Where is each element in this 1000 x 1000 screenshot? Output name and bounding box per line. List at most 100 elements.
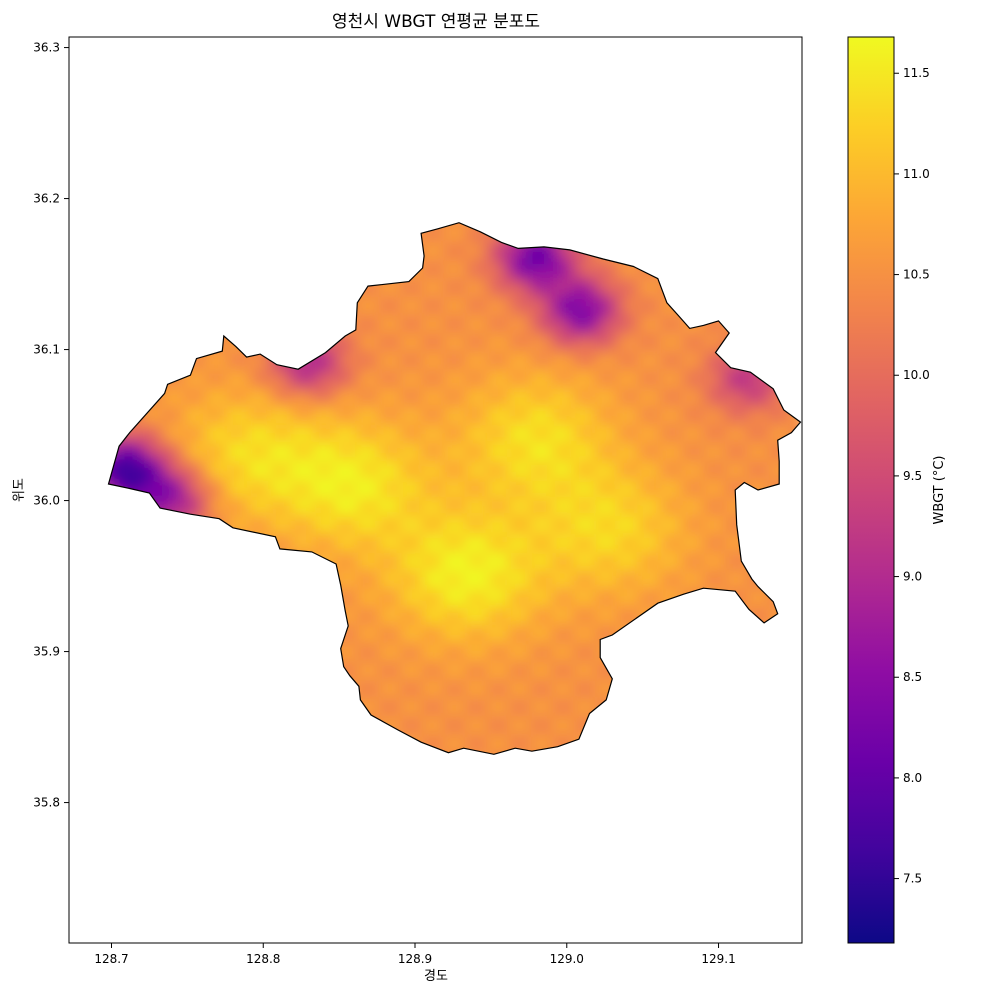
heat-cell	[475, 249, 485, 259]
heat-cell	[411, 409, 421, 419]
heat-cell	[411, 673, 421, 683]
heat-cell	[243, 489, 253, 499]
heat-cell	[115, 449, 125, 459]
heat-cell	[467, 385, 477, 395]
heat-cell	[395, 433, 405, 443]
heat-cell	[403, 553, 413, 563]
heat-cell	[339, 529, 349, 539]
heat-cell	[219, 369, 229, 379]
heat-cell	[243, 497, 253, 507]
heat-cell	[611, 521, 621, 531]
heat-cell	[603, 585, 613, 595]
heat-cell	[467, 337, 477, 347]
heat-cell	[395, 313, 405, 323]
heat-cell	[275, 361, 285, 371]
heat-cell	[483, 489, 493, 499]
heat-cell	[411, 353, 421, 363]
heat-cell	[555, 465, 565, 475]
heat-cell	[467, 505, 477, 515]
heat-cell	[507, 569, 517, 579]
heat-cell	[483, 697, 493, 707]
heat-cell	[411, 273, 421, 283]
heat-cell	[467, 465, 477, 475]
heat-cell	[355, 393, 365, 403]
heat-cell	[451, 369, 461, 379]
heat-cell	[403, 689, 413, 699]
heat-cell	[459, 417, 469, 427]
heat-cell	[531, 625, 541, 635]
heat-cell	[395, 689, 405, 699]
heat-cell	[571, 465, 581, 475]
heat-cell	[123, 457, 133, 467]
heat-cell	[379, 353, 389, 363]
heat-cell	[259, 521, 269, 531]
heat-cell	[515, 617, 525, 627]
heat-cell	[451, 569, 461, 579]
heat-cell	[331, 457, 341, 467]
heat-cell	[523, 713, 533, 723]
heat-cell	[523, 265, 533, 275]
heat-cell	[427, 513, 437, 523]
heat-cell	[395, 705, 405, 715]
heat-cell	[491, 377, 501, 387]
heat-cell	[395, 465, 405, 475]
heat-cell	[515, 481, 525, 491]
heat-cell	[435, 393, 445, 403]
heat-cell	[443, 577, 453, 587]
heat-cell	[515, 249, 525, 259]
heat-cell	[379, 497, 389, 507]
heat-cell	[275, 457, 285, 467]
heat-cell	[379, 569, 389, 579]
heat-cell	[443, 537, 453, 547]
heat-cell	[555, 585, 565, 595]
heat-cell	[547, 321, 557, 331]
heat-cell	[603, 369, 613, 379]
heat-cell	[451, 289, 461, 299]
heat-cell	[603, 561, 613, 571]
heat-cell	[603, 385, 613, 395]
heat-cell	[163, 409, 173, 419]
heat-cell	[395, 649, 405, 659]
heat-cell	[651, 321, 661, 331]
heat-cell	[459, 305, 469, 315]
heat-cell	[203, 497, 213, 507]
heat-cell	[187, 497, 197, 507]
heat-cell	[227, 481, 237, 491]
heat-cell	[531, 337, 541, 347]
heat-cell	[435, 689, 445, 699]
heat-cell	[539, 513, 549, 523]
heat-cell	[379, 585, 389, 595]
heat-cell	[643, 545, 653, 555]
heat-cell	[571, 513, 581, 523]
heat-cell	[395, 545, 405, 555]
heat-cell	[659, 489, 669, 499]
heat-cell	[355, 449, 365, 459]
heat-cell	[243, 473, 253, 483]
heat-cell	[547, 345, 557, 355]
heat-cell	[475, 417, 485, 427]
heat-cell	[563, 529, 573, 539]
heat-cell	[363, 297, 373, 307]
heat-cell	[259, 425, 269, 435]
heat-cell	[475, 305, 485, 315]
heat-cell	[443, 353, 453, 363]
heat-cell	[483, 577, 493, 587]
heat-cell	[235, 489, 245, 499]
heat-cell	[403, 729, 413, 739]
heat-cell	[395, 473, 405, 483]
heat-cell	[355, 465, 365, 475]
heat-cell	[419, 553, 429, 563]
heat-cell	[379, 457, 389, 467]
heat-cell	[459, 449, 469, 459]
heat-cell	[563, 417, 573, 427]
heat-cell	[443, 449, 453, 459]
heat-cell	[443, 625, 453, 635]
heat-cell	[579, 513, 589, 523]
heat-cell	[299, 521, 309, 531]
heat-cell	[187, 425, 197, 435]
heat-cell	[379, 609, 389, 619]
heat-cell	[379, 465, 389, 475]
heat-cell	[483, 609, 493, 619]
heat-cell	[459, 705, 469, 715]
heat-cell	[155, 481, 165, 491]
